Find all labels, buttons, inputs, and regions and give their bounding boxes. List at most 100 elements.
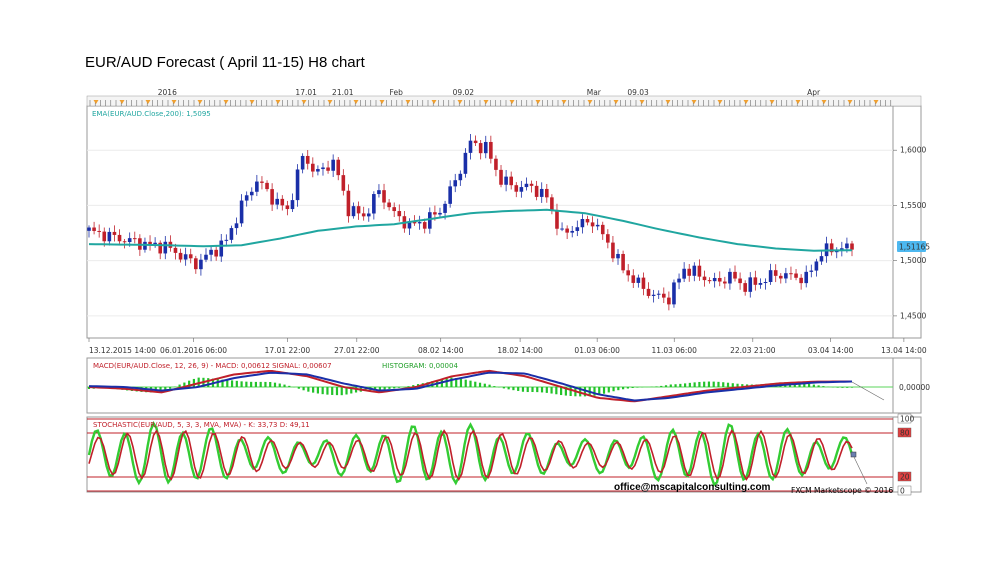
candle-body: [209, 249, 213, 255]
ruler-marker: [119, 100, 125, 104]
candle-body: [295, 169, 300, 201]
candle-body: [148, 241, 152, 244]
candle-body: [97, 230, 101, 232]
date-tick-label: 01.03 06:00: [574, 346, 620, 355]
top-month-labels: 2016 17.01 21.01 Feb 09.02 Mar 09.03 Apr: [158, 88, 821, 97]
ruler-marker: [353, 100, 359, 104]
candle-body: [733, 271, 737, 279]
ruler-marker: [249, 100, 255, 104]
candle-body: [397, 211, 402, 217]
month-label: 2016: [158, 88, 177, 97]
candle-body: [483, 141, 488, 154]
ruler-marker: [275, 100, 281, 104]
stoch-d-line: [88, 429, 853, 481]
stoch-level-box: [897, 485, 912, 496]
candle-body: [712, 277, 717, 282]
candle-body: [672, 282, 676, 305]
candle-body: [351, 206, 356, 217]
candle-body: [361, 213, 366, 217]
ema-line: [88, 208, 853, 252]
candle-body: [585, 219, 590, 223]
candle-body: [249, 191, 254, 196]
ruler-marker: [743, 100, 749, 104]
candle-body: [616, 253, 620, 259]
month-label: 09.02: [453, 88, 475, 97]
footer-email: office@mscapitalconsulting.com: [614, 482, 771, 493]
candle-body: [560, 228, 564, 230]
stoch-level-label: 80: [900, 429, 910, 438]
candle-body: [692, 265, 697, 276]
candle-body: [804, 271, 809, 284]
ruler-marker: [587, 100, 593, 104]
macd-axis: [892, 357, 922, 414]
candle-body: [707, 280, 712, 282]
candle-body: [575, 227, 580, 231]
main-panel: [86, 105, 894, 339]
candle-body: [219, 240, 224, 257]
candle-body: [122, 241, 127, 243]
month-label: 21.01: [332, 88, 354, 97]
candle-body: [758, 283, 763, 285]
candle-body: [255, 181, 259, 192]
candle-body: [702, 276, 707, 281]
candle-body: [346, 190, 351, 217]
candle-body: [600, 224, 605, 235]
candle-body: [794, 273, 798, 278]
candle-body: [829, 243, 834, 253]
stoch-level-box: [897, 471, 912, 482]
candle-body: [270, 189, 274, 205]
candle-body: [407, 221, 412, 229]
price-tick-label: 1,6000: [900, 146, 926, 155]
candle-body: [443, 203, 447, 213]
candle-body: [677, 278, 681, 283]
candle-body: [555, 209, 559, 229]
candle-body: [631, 275, 636, 283]
candle-body: [723, 281, 727, 284]
candle-body: [87, 227, 91, 231]
date-tick-label: 22.03 21:00: [730, 346, 776, 355]
candle-body: [428, 212, 432, 229]
candle-body: [336, 159, 341, 176]
candle-body: [158, 242, 163, 254]
candle-body: [356, 206, 361, 214]
candle-body: [244, 195, 249, 201]
candle-body: [127, 238, 132, 243]
top-ruler-ticks: [89, 100, 892, 106]
candle-body: [682, 268, 686, 279]
month-label: Feb: [390, 88, 404, 97]
ema-legend: EMA(EUR/AUD.Close,200): 1,5095: [92, 110, 211, 118]
date-tick-label: 13.12.2015 14:00: [89, 346, 156, 355]
candle-body: [494, 158, 498, 170]
stoch-k-line: [87, 420, 854, 487]
candle-body: [570, 230, 575, 233]
candle-body: [285, 205, 290, 210]
top-time-ruler: [86, 95, 922, 107]
candle-body: [534, 185, 539, 197]
date-tick-label: 11.03 06:00: [651, 346, 697, 355]
candle-body: [305, 155, 310, 164]
ruler-marker: [561, 100, 567, 104]
candle-body: [753, 277, 758, 285]
candle-body: [773, 270, 778, 276]
ruler-marker: [223, 100, 229, 104]
candle-body: [738, 278, 742, 284]
candle-body: [814, 261, 819, 271]
candle-body: [468, 140, 473, 153]
candle-body: [499, 169, 503, 185]
stoch-projection: [853, 456, 868, 485]
candle-body: [372, 194, 376, 214]
candle-body: [763, 281, 768, 284]
candle-body: [234, 223, 239, 229]
candle-body: [641, 277, 646, 289]
candle-body: [92, 227, 96, 231]
candle-body: [107, 231, 112, 242]
candle-body: [545, 188, 549, 198]
ruler-marker: [873, 100, 879, 104]
price-ticks: 1,4500 1,5000 1,5500 1,6000: [893, 146, 926, 320]
candle-body: [651, 294, 656, 296]
candle-body: [265, 182, 269, 190]
date-tick-label: 08.02 14:00: [418, 346, 464, 355]
stoch-level-label: 20: [900, 473, 910, 482]
candle-body: [199, 259, 203, 270]
candle-body: [728, 271, 732, 284]
